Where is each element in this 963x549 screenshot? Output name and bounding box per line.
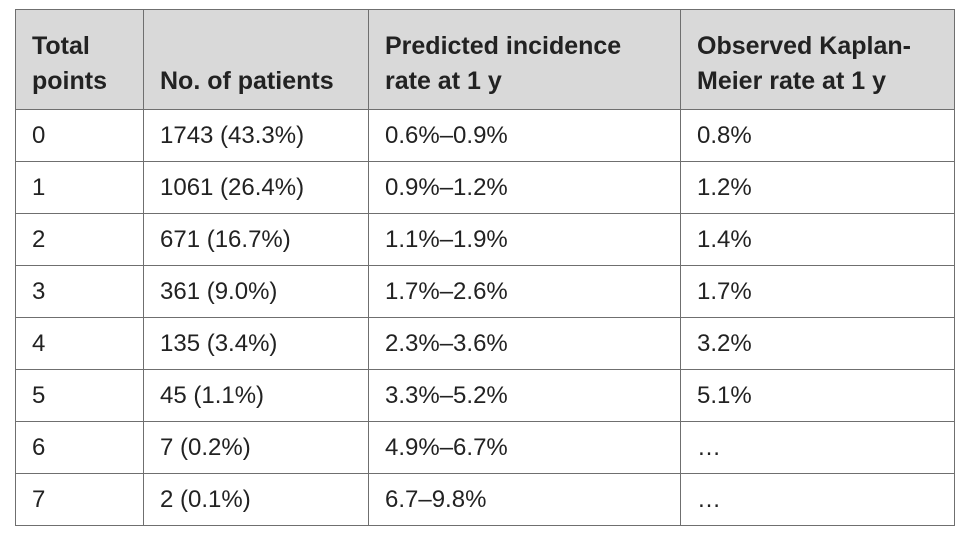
cell-no-of-patients: 45 (1.1%) (143, 369, 369, 422)
table-row: 1 1061 (26.4%) 0.9%–1.2% 1.2% (15, 161, 955, 214)
cell-observed-rate: … (680, 473, 955, 526)
header-line: No. of patients (160, 67, 334, 95)
cell-total-points: 3 (15, 265, 144, 318)
cell-no-of-patients: 671 (16.7%) (143, 213, 369, 266)
header-line: rate at 1 y (385, 67, 502, 95)
header-line: Meier rate at 1 y (697, 67, 886, 95)
cell-no-of-patients: 361 (9.0%) (143, 265, 369, 318)
header-line: Predicted incidence (385, 32, 622, 60)
cell-no-of-patients: 135 (3.4%) (143, 317, 369, 370)
risk-score-table: Total points No. of patients Predicted i… (15, 9, 955, 526)
header-observed-km-rate: Observed Kaplan- Meier rate at 1 y (680, 9, 955, 110)
table-row: 0 1743 (43.3%) 0.6%–0.9% 0.8% (15, 109, 955, 162)
cell-observed-rate: 0.8% (680, 109, 955, 162)
header-line: Total (32, 32, 90, 60)
cell-predicted-rate: 0.6%–0.9% (368, 109, 681, 162)
table-row: 7 2 (0.1%) 6.7–9.8% … (15, 473, 955, 526)
cell-predicted-rate: 1.7%–2.6% (368, 265, 681, 318)
cell-predicted-rate: 0.9%–1.2% (368, 161, 681, 214)
header-predicted-incidence: Predicted incidence rate at 1 y (368, 9, 681, 110)
cell-predicted-rate: 4.9%–6.7% (368, 421, 681, 474)
cell-observed-rate: 1.7% (680, 265, 955, 318)
cell-no-of-patients: 2 (0.1%) (143, 473, 369, 526)
cell-no-of-patients: 1743 (43.3%) (143, 109, 369, 162)
table-header: Total points No. of patients Predicted i… (15, 9, 955, 110)
cell-total-points: 0 (15, 109, 144, 162)
cell-predicted-rate: 6.7–9.8% (368, 473, 681, 526)
cell-observed-rate: … (680, 421, 955, 474)
header-line: Observed Kaplan- (697, 32, 911, 60)
header-line: points (32, 67, 107, 95)
cell-total-points: 4 (15, 317, 144, 370)
cell-observed-rate: 5.1% (680, 369, 955, 422)
header-row: Total points No. of patients Predicted i… (15, 9, 955, 110)
cell-total-points: 6 (15, 421, 144, 474)
table-row: 4 135 (3.4%) 2.3%–3.6% 3.2% (15, 317, 955, 370)
cell-total-points: 5 (15, 369, 144, 422)
data-table-container: Total points No. of patients Predicted i… (15, 9, 955, 526)
cell-predicted-rate: 1.1%–1.9% (368, 213, 681, 266)
table-row: 3 361 (9.0%) 1.7%–2.6% 1.7% (15, 265, 955, 318)
table-row: 5 45 (1.1%) 3.3%–5.2% 5.1% (15, 369, 955, 422)
cell-no-of-patients: 7 (0.2%) (143, 421, 369, 474)
table-row: 6 7 (0.2%) 4.9%–6.7% … (15, 421, 955, 474)
cell-observed-rate: 1.4% (680, 213, 955, 266)
cell-predicted-rate: 3.3%–5.2% (368, 369, 681, 422)
cell-no-of-patients: 1061 (26.4%) (143, 161, 369, 214)
cell-total-points: 2 (15, 213, 144, 266)
table-body: 0 1743 (43.3%) 0.6%–0.9% 0.8% 1 1061 (26… (15, 109, 955, 526)
header-no-of-patients: No. of patients (143, 9, 369, 110)
cell-total-points: 1 (15, 161, 144, 214)
cell-observed-rate: 1.2% (680, 161, 955, 214)
cell-predicted-rate: 2.3%–3.6% (368, 317, 681, 370)
header-total-points: Total points (15, 9, 144, 110)
table-row: 2 671 (16.7%) 1.1%–1.9% 1.4% (15, 213, 955, 266)
cell-observed-rate: 3.2% (680, 317, 955, 370)
cell-total-points: 7 (15, 473, 144, 526)
